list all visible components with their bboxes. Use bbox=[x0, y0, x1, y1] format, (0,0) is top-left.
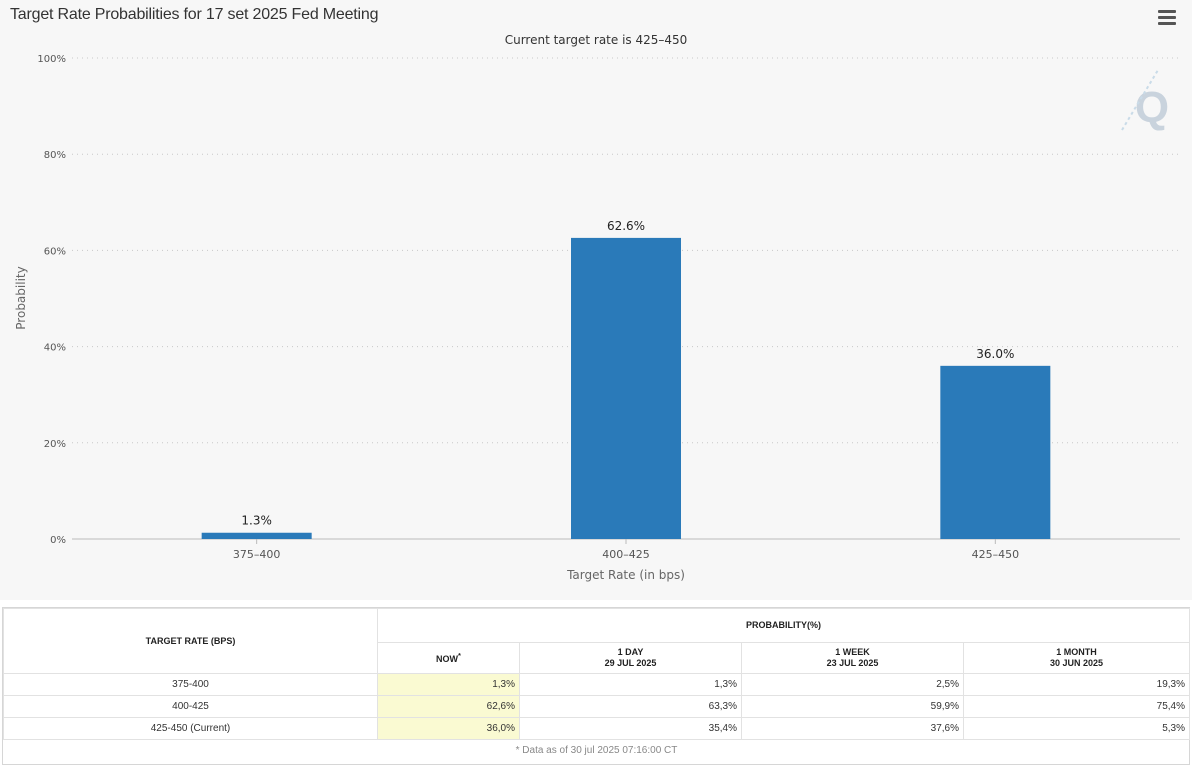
x-tick-label: 425–450 bbox=[972, 548, 1020, 561]
y-tick-label: 0% bbox=[50, 535, 66, 546]
probability-cell: 62,6% bbox=[377, 695, 520, 718]
probability-cell: 1,3% bbox=[519, 673, 742, 696]
row-target-rate: 425-450 (Current) bbox=[3, 717, 378, 740]
bar-data-label: 1.3% bbox=[241, 514, 272, 528]
col-header-date: 23 JUL 2025 bbox=[826, 657, 879, 668]
col-header-date: 30 JUN 2025 bbox=[1049, 657, 1104, 668]
row-target-rate: 400-425 bbox=[3, 695, 378, 718]
x-axis-title: Target Rate (in bps) bbox=[566, 568, 685, 582]
header-target-rate: TARGET RATE (BPS) bbox=[3, 608, 378, 674]
table-row: 400-425 62,6% 63,3% 59,9% 75,4% bbox=[3, 695, 1190, 718]
probability-cell: 1,3% bbox=[377, 673, 520, 696]
col-header-3: 1 MONTH 30 JUN 2025 bbox=[963, 641, 1190, 675]
col-header-label: 1 WEEK bbox=[835, 646, 870, 657]
subheader-row: NOW* 1 DAY 29 JUL 2025 1 WEEK 23 JUL 2025 1 M… bbox=[4, 641, 1190, 675]
table-row: 375-400 1,3% 1,3% 2,5% 19,3% bbox=[3, 673, 1190, 696]
probability-cell: 37,6% bbox=[741, 717, 964, 740]
y-axis-title: Probability bbox=[14, 266, 28, 329]
col-header-date: 29 JUL 2025 bbox=[604, 657, 657, 668]
hamburger-menu-icon[interactable] bbox=[1158, 10, 1176, 26]
chart-subtitle: Current target rate is 425–450 bbox=[505, 33, 688, 47]
col-header-label: NOW bbox=[436, 654, 459, 665]
watermark-letter: Q bbox=[1135, 83, 1169, 132]
x-tick-label: 400–425 bbox=[602, 548, 650, 561]
y-tick-label: 60% bbox=[44, 246, 66, 257]
data-as-of-note: * Data as of 30 jul 2025 07:16:00 CT bbox=[515, 744, 678, 756]
y-tick-label: 100% bbox=[37, 54, 66, 65]
probability-cell: 35,4% bbox=[519, 717, 742, 740]
x-tick-label: 375–400 bbox=[233, 548, 281, 561]
bar-chart: Current target rate is 425–450 Q 0% 20% 40… bbox=[14, 33, 1180, 582]
row-target-rate: 375-400 bbox=[3, 673, 378, 696]
probability-cell: 59,9% bbox=[741, 695, 964, 718]
header-probability: PROBABILITY(%) bbox=[377, 608, 1190, 643]
probability-cell: 2,5% bbox=[741, 673, 964, 696]
probability-cell: 19,3% bbox=[963, 673, 1190, 696]
probability-table-panel: TARGET RATE (BPS) PROBABILITY(%) NOW* 1 D… bbox=[2, 607, 1190, 765]
watermark-logo: Q bbox=[1121, 69, 1169, 132]
table-row: 425-450 (Current) 36,0% 35,4% 37,6% 5,3% bbox=[3, 717, 1190, 740]
y-tick-label: 20% bbox=[44, 439, 66, 450]
bar-2[interactable] bbox=[940, 365, 1051, 539]
bar-data-label: 36.0% bbox=[976, 347, 1014, 361]
col-header-0: NOW* bbox=[377, 641, 520, 675]
bar-0[interactable] bbox=[201, 532, 312, 539]
probability-cell: 63,3% bbox=[519, 695, 742, 718]
probability-table: TARGET RATE (BPS) PROBABILITY(%) NOW* 1 D… bbox=[3, 608, 1190, 760]
probability-cell: 36,0% bbox=[377, 717, 520, 740]
bar-1[interactable] bbox=[571, 237, 681, 540]
y-tick-label: 40% bbox=[44, 343, 66, 354]
chart-panel: Target Rate Probabilities for 17 set 202… bbox=[10, 6, 1180, 582]
chart-title: Target Rate Probabilities for 17 set 202… bbox=[10, 6, 379, 23]
col-header-2: 1 WEEK 23 JUL 2025 bbox=[741, 641, 964, 675]
col-header-label: 1 DAY bbox=[617, 646, 644, 657]
probability-cell: 5,3% bbox=[963, 717, 1190, 740]
col-header-1: 1 DAY 29 JUL 2025 bbox=[519, 641, 742, 675]
bar-data-label: 62.6% bbox=[607, 219, 645, 233]
col-header-label: 1 MONTH bbox=[1056, 646, 1097, 657]
col-header-footnote-mark: * bbox=[458, 651, 461, 661]
y-tick-label: 80% bbox=[44, 150, 66, 161]
probability-cell: 75,4% bbox=[963, 695, 1190, 718]
